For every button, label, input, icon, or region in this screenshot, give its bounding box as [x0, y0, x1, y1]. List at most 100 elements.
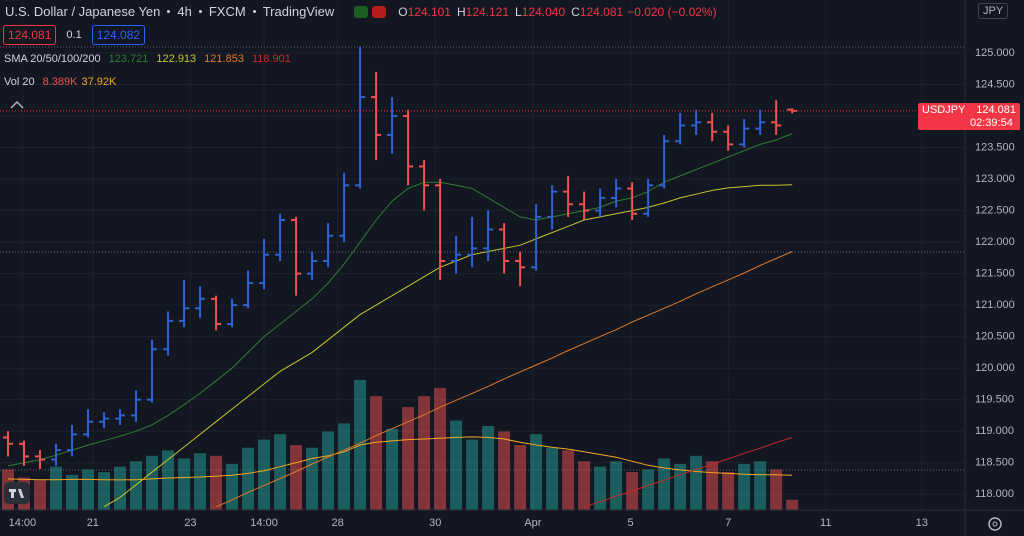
volume-bar	[258, 439, 271, 510]
symbol-name: U.S. Dollar / Japanese Yen	[5, 4, 161, 19]
grid	[0, 0, 965, 510]
ohlc-bar	[723, 125, 734, 151]
x-tick-label: Apr	[524, 517, 541, 529]
ohlc-bar	[483, 210, 494, 261]
trade-buttons: 124.081 0.1 124.082	[3, 25, 146, 45]
ohlc-values: O124.101 H124.121 L124.040 C124.081	[398, 5, 623, 19]
ohlc-bar	[611, 179, 622, 208]
volume-bar	[98, 472, 111, 510]
y-tick-label: 120.500	[975, 331, 1015, 343]
y-tick-label: 123.500	[975, 141, 1015, 153]
volume-bar	[610, 461, 623, 510]
ohlc-bar	[659, 134, 670, 189]
y-tick-label: 121.500	[975, 268, 1015, 280]
ohlc-bar	[307, 251, 318, 280]
ohlc-bar	[643, 179, 654, 217]
sma-value: 122.913	[156, 53, 197, 65]
volume-bar	[290, 445, 303, 510]
sma-line	[7, 133, 793, 467]
ohlc-bar	[83, 409, 94, 438]
volume-bar	[418, 396, 431, 510]
ohlc-bar	[515, 251, 526, 287]
volume-bar	[786, 499, 799, 510]
sma-value: 121.853	[204, 53, 244, 65]
currency-selector[interactable]: JPY	[978, 3, 1009, 19]
tv-logo	[4, 482, 30, 504]
buy-button[interactable]: 124.082	[91, 25, 146, 45]
volume-bar	[178, 458, 191, 510]
volume-bar	[402, 407, 415, 510]
toggle-icon[interactable]	[354, 5, 369, 18]
ohlc-key: L	[515, 4, 522, 19]
volume-bar	[562, 450, 575, 510]
volume-bar	[370, 396, 383, 510]
ohlc-bar	[195, 286, 206, 318]
volume-bar	[690, 455, 703, 510]
volume-bar	[482, 426, 495, 510]
vol-value: 37.92K	[81, 76, 117, 88]
volume-bar	[498, 431, 511, 510]
ohlc-bar	[403, 109, 414, 186]
y-tick-label: 125.000	[975, 47, 1015, 59]
sma-value: 118.901	[251, 53, 291, 65]
x-tick-label: 5	[627, 517, 633, 529]
volume-ma	[7, 436, 793, 481]
sma-values: 123.721 122.913 121.853 118.901	[109, 53, 291, 65]
volume-bar	[466, 439, 479, 510]
ohlc-bar	[131, 390, 142, 422]
ohlc-bar	[371, 71, 382, 161]
plot-area	[0, 46, 965, 510]
toggle-icon[interactable]	[372, 5, 387, 18]
volume-bar	[194, 453, 207, 510]
change: −0.020 (−0.02%)	[627, 4, 717, 19]
countdown: 02:39:54	[966, 116, 1020, 130]
ohlc-bar	[19, 440, 30, 466]
volume-bar	[146, 455, 159, 510]
ohlc-bar	[739, 119, 750, 148]
x-tick-label: 30	[429, 517, 441, 529]
ohlc-bar	[387, 97, 398, 154]
symbol-header: U.S. Dollar / Japanese Yen 4h FXCM Tradi…	[5, 4, 717, 19]
ohlc-bar	[99, 412, 110, 429]
ohlc-bar	[771, 100, 782, 135]
ohlc-bar	[675, 112, 686, 145]
volume-bar	[722, 472, 735, 510]
x-tick-label: 21	[87, 517, 99, 529]
ohlc-bar	[419, 160, 430, 211]
ohlc-value: 124.101	[407, 4, 451, 19]
ohlc-bar	[755, 109, 766, 135]
collapse-icon[interactable]	[8, 98, 28, 112]
ohlc-bar	[595, 188, 606, 217]
ohlc-bar	[467, 216, 478, 268]
interval[interactable]: 4h	[177, 4, 192, 19]
volume-bar	[546, 447, 559, 510]
volume-bar	[274, 434, 287, 510]
x-tick-label: 13	[916, 517, 928, 529]
ohlc-bar	[627, 182, 638, 221]
sell-button[interactable]: 124.081	[3, 25, 57, 45]
sma-label: SMA 20/50/100/200	[4, 53, 101, 65]
y-tick-label: 119.000	[975, 425, 1014, 437]
ohlc-bar	[691, 109, 702, 135]
y-tick-label: 120.000	[975, 362, 1015, 374]
volume-bar	[754, 461, 767, 510]
ohlc-bar	[35, 450, 46, 470]
volume-bar	[82, 469, 95, 510]
x-tick-label: 23	[184, 517, 196, 529]
last-price: 124.081	[976, 103, 1016, 116]
ohlc-bar	[179, 279, 190, 328]
volume-bar	[306, 447, 319, 510]
spread: 0.1	[66, 29, 82, 41]
ohlc-bar	[147, 339, 158, 403]
volume-bar	[322, 431, 335, 510]
ohlc-item: H124.121	[457, 5, 509, 19]
settings-icon[interactable]	[988, 517, 1002, 531]
volume-bar	[50, 466, 63, 510]
volume-bar	[386, 428, 399, 510]
ohlc-bar	[227, 298, 238, 328]
price-label: USDJPY 124.081 02:39:54	[918, 102, 1020, 130]
y-tick-label: 121.000	[975, 299, 1015, 311]
source: TradingView	[262, 4, 335, 19]
